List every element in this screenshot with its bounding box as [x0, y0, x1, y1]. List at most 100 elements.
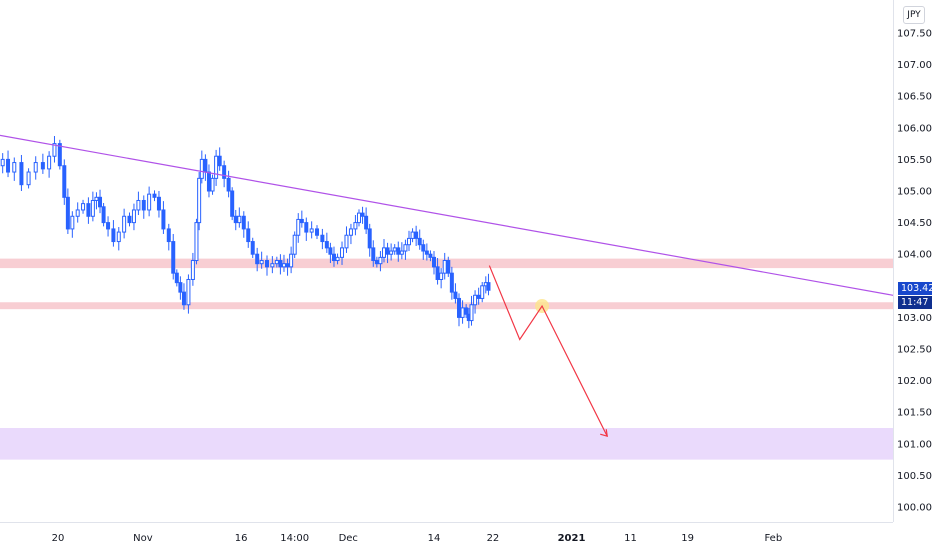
candle-body [199, 158, 204, 179]
candle-body [457, 297, 462, 318]
candle-body [52, 143, 57, 157]
price-axis[interactable]: 100.000 100.500 101.000 101.500 102.000 102.5… [897, 29, 932, 514]
candle-body [353, 222, 358, 230]
price-tick-label: 103.000 [897, 313, 932, 324]
candle-body [131, 209, 136, 224]
time-tick-label: 2021 [558, 533, 586, 544]
candle-body [181, 291, 186, 306]
candle-body [421, 244, 426, 252]
candle-body [364, 215, 369, 230]
candle-body [392, 247, 397, 252]
candle-body [476, 294, 481, 299]
candle-body [101, 206, 106, 224]
candle-body [378, 256, 383, 265]
candle-body [122, 215, 127, 233]
price-tick-label: 102.000 [897, 376, 932, 387]
candle-body [161, 209, 166, 230]
candle-body [453, 291, 458, 299]
candle-body [81, 203, 86, 211]
candle-body [230, 190, 235, 217]
price-tick-label: 104.500 [897, 218, 932, 229]
candle-body [281, 263, 286, 268]
last-price-tag: 103.427 [898, 282, 932, 295]
candle-body [435, 266, 440, 280]
candle-body [206, 171, 211, 192]
candle-body [360, 212, 365, 217]
price-tick-label: 104.000 [897, 250, 932, 261]
time-axis[interactable]: 20 Nov 16 14:00 Dec 14 22 2021 11 19 Feb [52, 533, 783, 544]
candle-body [222, 165, 227, 179]
candle-body [356, 212, 361, 224]
candle-body [431, 256, 436, 268]
candle-body [464, 307, 469, 315]
candle-body [19, 162, 24, 186]
annotations-layer [0, 134, 894, 438]
time-tick-label: 16 [235, 533, 248, 544]
currency-button[interactable]: JPY [903, 6, 925, 24]
candle-body [270, 263, 275, 268]
candle-body [469, 304, 474, 322]
candle-body [371, 247, 376, 262]
candle-body [446, 260, 451, 274]
candle-body [174, 272, 179, 284]
candle-body [246, 228, 251, 243]
candle-body [285, 263, 290, 268]
candle-body [340, 247, 345, 258]
candle-body [26, 171, 31, 186]
candle-body [226, 177, 231, 192]
candle-body [210, 177, 215, 192]
price-tick-label: 102.500 [897, 345, 932, 356]
candle-body [152, 193, 157, 198]
candle-body [141, 199, 146, 211]
candle-body [460, 307, 465, 318]
candle-body [274, 260, 279, 265]
candle-body [203, 158, 208, 173]
candle-body [70, 215, 75, 230]
time-tick-label: Feb [764, 533, 782, 544]
candle-body [94, 196, 99, 201]
time-tick-label: Nov [133, 533, 153, 544]
candle-body [335, 256, 340, 262]
candle-body [367, 228, 372, 249]
candle-body [424, 250, 429, 255]
price-tick-label: 107.000 [897, 60, 932, 71]
candle-body [442, 260, 447, 274]
price-tick-label: 101.500 [897, 408, 932, 419]
candle-body [40, 162, 45, 170]
time-tick-label: 20 [52, 533, 65, 544]
candle-body [171, 241, 176, 274]
candle-body [328, 247, 333, 255]
candle-body [194, 222, 199, 262]
candle-body [147, 193, 152, 211]
candle-body [75, 209, 80, 217]
candle-body [197, 177, 202, 224]
candle-body [381, 247, 386, 258]
trendline [0, 134, 894, 296]
candle-body [486, 282, 491, 291]
candle-body [406, 237, 411, 246]
candle-body [344, 234, 349, 249]
candle-body [296, 218, 301, 236]
candle-body [250, 241, 255, 255]
time-tick-label: 14 [428, 533, 441, 544]
candle-body [278, 260, 283, 268]
price-tick-label: 100.500 [897, 471, 932, 482]
candle-body [190, 260, 195, 280]
target-zone [0, 428, 893, 460]
price-tick-label: 105.000 [897, 187, 932, 198]
candle-body [399, 250, 404, 255]
candle-body [289, 253, 294, 268]
candle-body [237, 215, 242, 224]
candle-body [65, 196, 70, 230]
price-tick-label: 105.500 [897, 155, 932, 166]
candle-body [299, 218, 304, 224]
candle-body [6, 158, 11, 173]
countdown-tag: 11:47 [898, 296, 932, 309]
candle-body [217, 155, 222, 167]
candle-body [136, 199, 141, 211]
support-zone [0, 302, 893, 310]
candle-body [374, 260, 379, 265]
candle-body [480, 285, 485, 299]
projection-arrowhead [600, 429, 608, 438]
